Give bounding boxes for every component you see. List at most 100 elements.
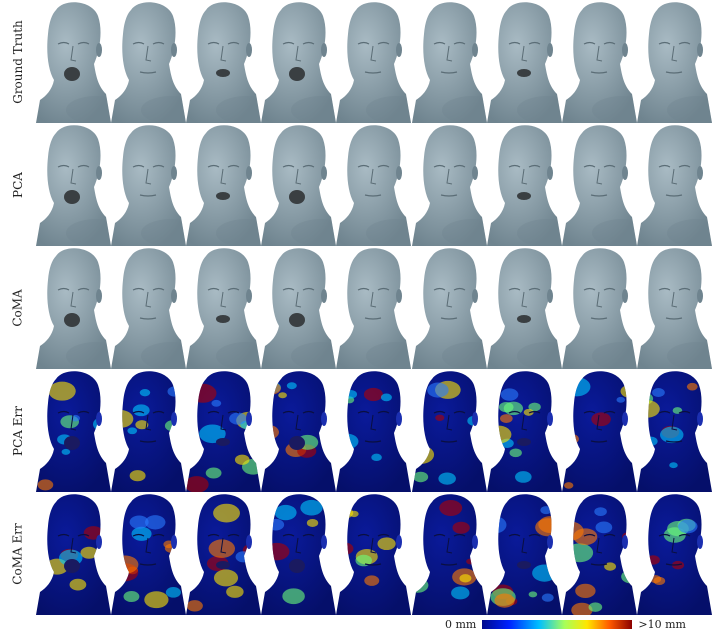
eye-right — [227, 164, 240, 168]
error-face-render — [36, 369, 111, 492]
eye-left — [57, 410, 70, 414]
ear — [321, 43, 328, 57]
error-face-render — [336, 369, 412, 492]
nose — [521, 291, 527, 308]
nose — [145, 414, 152, 431]
ear — [321, 535, 328, 549]
ear — [246, 166, 253, 180]
head-shape — [336, 248, 412, 369]
mouth — [440, 71, 457, 74]
ear — [246, 43, 253, 57]
face-mesh-render — [336, 123, 412, 246]
error-head-shape — [111, 494, 187, 615]
eye-right — [528, 287, 540, 291]
nose — [596, 45, 602, 62]
eye-left — [508, 41, 520, 45]
eye-right — [528, 533, 540, 537]
eye-left — [207, 287, 220, 291]
ear — [621, 289, 628, 303]
eye-left — [283, 287, 295, 291]
nose — [295, 168, 302, 185]
eye-right — [77, 41, 90, 45]
face-mesh-render — [36, 246, 111, 369]
eye-left — [207, 533, 220, 537]
ear — [546, 166, 553, 180]
face-mesh-render — [411, 246, 487, 369]
face-mesh-render — [336, 0, 412, 123]
eye-left — [358, 164, 370, 168]
eye-left — [658, 410, 671, 414]
eye-left — [207, 410, 220, 414]
face-svg — [411, 494, 487, 615]
eye-right — [453, 410, 465, 414]
eye-left — [132, 164, 145, 168]
face-mesh-render — [636, 123, 712, 246]
face-mesh-render — [636, 0, 712, 123]
face-svg — [411, 2, 487, 123]
mouth — [665, 194, 682, 197]
face-svg — [486, 248, 562, 369]
eye-right — [303, 533, 315, 537]
error-face-render — [411, 369, 487, 492]
error-face-render — [261, 369, 337, 492]
eye-left — [508, 410, 520, 414]
mouth — [216, 561, 231, 569]
face-svg — [486, 125, 562, 246]
nose — [671, 537, 677, 554]
eye-left — [658, 164, 671, 168]
eye-right — [152, 287, 165, 291]
ear — [396, 43, 403, 57]
nose — [295, 414, 302, 431]
head-shape — [336, 125, 412, 246]
face-svg — [636, 371, 712, 492]
row-label-text: PCA Err — [11, 405, 25, 456]
mouth — [216, 192, 231, 200]
mouth — [365, 440, 382, 443]
head-shape — [636, 125, 712, 246]
face-svg — [186, 494, 262, 615]
nose — [220, 414, 227, 431]
head-shape — [186, 125, 262, 246]
head-shape — [111, 125, 187, 246]
eye-right — [227, 41, 240, 45]
nose — [70, 291, 77, 308]
eye-right — [77, 533, 90, 537]
nose — [70, 414, 77, 431]
head-shape — [261, 248, 337, 369]
nose — [521, 414, 527, 431]
face-svg — [36, 248, 111, 369]
ear — [546, 289, 553, 303]
mouth — [139, 440, 157, 443]
head-shape — [561, 2, 637, 123]
colorbar-max-label: >10 mm — [638, 617, 686, 631]
error-face-render — [486, 369, 562, 492]
face-mesh-render — [411, 123, 487, 246]
eye-right — [77, 410, 90, 414]
ear — [171, 412, 178, 426]
head-shape — [36, 248, 111, 369]
face-svg — [336, 371, 412, 492]
ear — [471, 289, 478, 303]
row-label-text: PCA — [10, 171, 25, 198]
face-svg — [561, 125, 637, 246]
face-mesh-render — [111, 246, 187, 369]
mouth — [365, 317, 382, 320]
ear — [246, 289, 253, 303]
error-face-render — [36, 492, 111, 615]
eye-left — [358, 41, 370, 45]
error-face-render — [111, 369, 187, 492]
eye-left — [358, 287, 370, 291]
face-svg — [36, 371, 111, 492]
eye-right — [528, 410, 540, 414]
nose — [521, 168, 527, 185]
eye-right — [603, 410, 615, 414]
eye-left — [358, 410, 370, 414]
mouth — [365, 71, 382, 74]
ear — [396, 289, 403, 303]
ear — [621, 43, 628, 57]
nose — [220, 537, 227, 554]
face-mesh-render — [261, 246, 337, 369]
face-svg — [486, 371, 562, 492]
ear — [621, 535, 628, 549]
nose — [596, 291, 602, 308]
